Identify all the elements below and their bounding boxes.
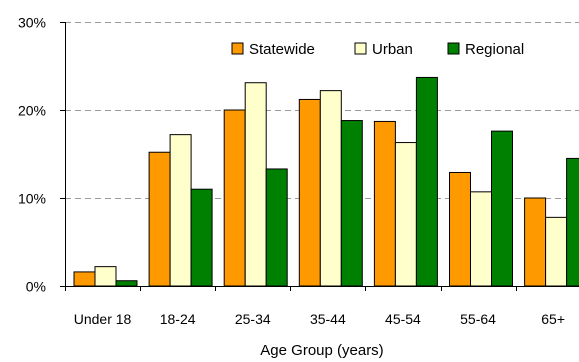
legend: Statewide Urban Regional	[231, 41, 524, 58]
bar-urban-5	[470, 191, 492, 287]
bar-urban-4	[394, 142, 417, 287]
x-tick-label: Under 18	[74, 311, 132, 327]
x-axis-title: Age Group (years)	[260, 342, 383, 359]
y-tick-label: 20%	[18, 103, 46, 119]
bar-regional-0	[115, 280, 138, 287]
x-tick-labels: Under 18 18-24 25-34 35-44 45-54 55-64 65+	[74, 311, 565, 327]
x-tick-label: 45-54	[385, 311, 421, 327]
bar-regional-6	[566, 157, 579, 287]
bar-urban-0	[94, 266, 117, 287]
legend-swatch-regional	[447, 42, 460, 55]
bar-urban-2	[244, 82, 267, 287]
bar-statewide-3	[298, 98, 321, 287]
legend-swatch-statewide	[231, 42, 244, 55]
bar-regional-3	[340, 120, 363, 287]
axes	[60, 22, 579, 291]
legend-label-urban: Urban	[372, 41, 413, 58]
x-tick-label: 55-64	[460, 311, 496, 327]
x-tick-label: 35-44	[310, 311, 346, 327]
legend-label-regional: Regional	[465, 41, 524, 58]
legend-swatch-urban	[354, 42, 367, 55]
y-tick-label: 30%	[18, 15, 46, 31]
bar-urban-3	[319, 90, 342, 287]
bar-regional-5	[491, 130, 513, 287]
bar-regional-2	[265, 168, 288, 287]
bar-statewide-0	[73, 271, 96, 287]
bars	[73, 76, 579, 287]
bar-regional-1	[190, 188, 213, 287]
bar-statewide-1	[148, 151, 171, 287]
x-tick-label: 18-24	[160, 311, 196, 327]
bar-statewide-5	[449, 171, 471, 287]
bar-urban-6	[545, 216, 568, 287]
bar-regional-4	[415, 76, 438, 287]
x-tick-label: 65+	[541, 311, 565, 327]
legend-label-statewide: Statewide	[249, 41, 315, 58]
y-tick-label: 10%	[18, 191, 46, 207]
x-tick-label: 25-34	[235, 311, 271, 327]
y-tick-label: 0%	[26, 279, 46, 295]
bar-statewide-4	[373, 120, 396, 287]
bar-statewide-6	[524, 197, 547, 287]
bar-urban-1	[169, 134, 192, 287]
bar-statewide-2	[223, 109, 246, 287]
y-tick-labels: 0% 10% 20% 30%	[18, 15, 46, 295]
